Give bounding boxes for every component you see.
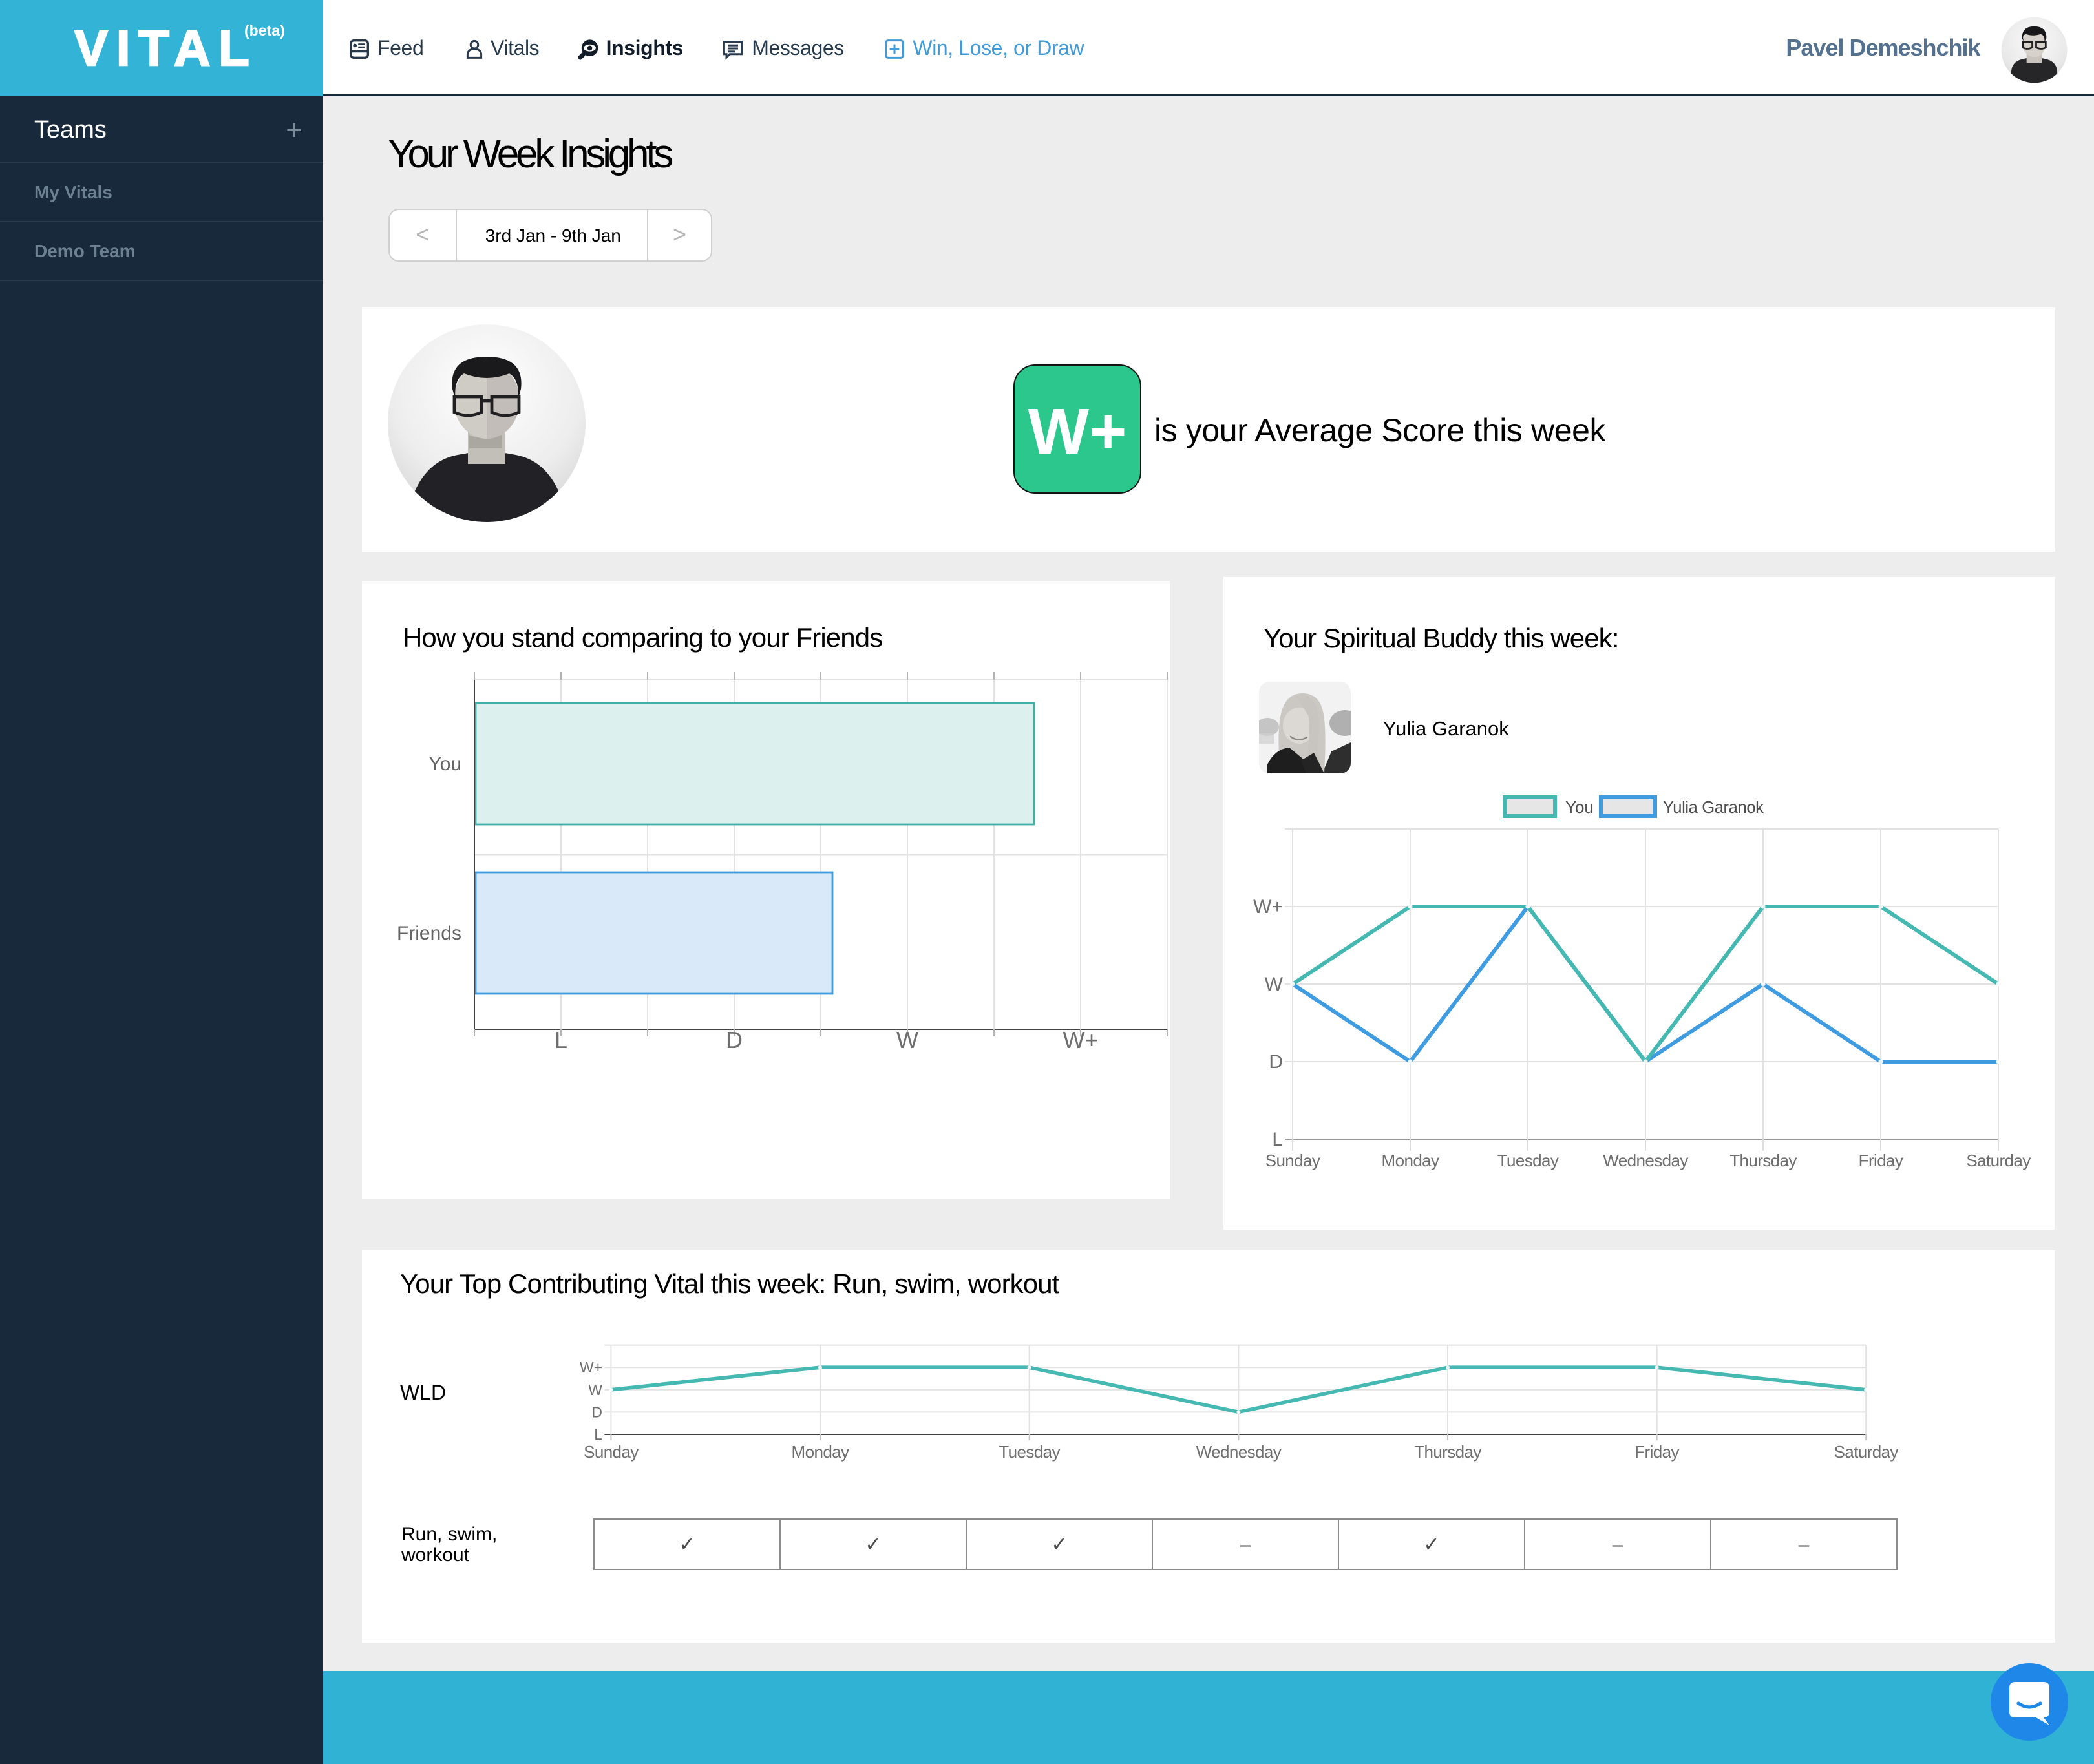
svg-text:✓: ✓: [1423, 1534, 1439, 1555]
svg-text:Thursday: Thursday: [1729, 1151, 1797, 1170]
svg-text:D: D: [1269, 1051, 1283, 1073]
svg-text:D: D: [591, 1403, 602, 1420]
svg-text:Friday: Friday: [1859, 1151, 1903, 1170]
svg-text:Wednesday: Wednesday: [1196, 1442, 1282, 1462]
svg-text:W+: W+: [1253, 896, 1283, 918]
svg-text:You: You: [428, 753, 461, 775]
svg-text:Sunday: Sunday: [584, 1442, 639, 1462]
svg-text:Saturday: Saturday: [1834, 1442, 1899, 1462]
svg-text:Saturday: Saturday: [1966, 1151, 2031, 1170]
svg-text:✓: ✓: [1051, 1534, 1067, 1555]
svg-text:Run, swim,: Run, swim,: [401, 1524, 497, 1545]
svg-text:W+: W+: [580, 1359, 602, 1376]
svg-text:WLD: WLD: [400, 1381, 446, 1404]
svg-text:workout: workout: [401, 1544, 470, 1566]
svg-text:–: –: [1799, 1534, 1810, 1555]
svg-text:L: L: [555, 1027, 567, 1053]
svg-text:Thursday: Thursday: [1414, 1442, 1481, 1462]
svg-text:W: W: [896, 1027, 918, 1053]
svg-text:Your Top Contributing Vital th: Your Top Contributing Vital this week: R…: [400, 1268, 1060, 1299]
svg-text:Tuesday: Tuesday: [1497, 1151, 1559, 1170]
svg-text:W: W: [1265, 974, 1284, 995]
svg-text:Sunday: Sunday: [1265, 1151, 1320, 1170]
svg-text:Friday: Friday: [1634, 1442, 1679, 1462]
svg-text:Your Spiritual Buddy this week: Your Spiritual Buddy this week:: [1264, 623, 1619, 653]
svg-text:✓: ✓: [865, 1534, 881, 1555]
svg-text:W+: W+: [1063, 1027, 1098, 1053]
svg-text:Wednesday: Wednesday: [1603, 1151, 1688, 1170]
svg-text:D: D: [726, 1027, 743, 1053]
svg-text:How you stand comparing to you: How you stand comparing to your Friends: [403, 622, 882, 653]
svg-text:Monday: Monday: [792, 1442, 849, 1462]
svg-text:Monday: Monday: [1382, 1151, 1439, 1170]
svg-text:L: L: [594, 1426, 602, 1443]
svg-text:You: You: [1565, 797, 1594, 817]
svg-text:–: –: [1613, 1534, 1623, 1555]
svg-text:✓: ✓: [679, 1534, 695, 1555]
svg-text:Yulia Garanok: Yulia Garanok: [1663, 799, 1764, 817]
svg-text:Friends: Friends: [397, 923, 461, 944]
svg-text:L: L: [1272, 1129, 1283, 1150]
svg-text:–: –: [1240, 1534, 1251, 1555]
svg-text:Yulia Garanok: Yulia Garanok: [1383, 717, 1509, 740]
svg-text:W: W: [588, 1381, 602, 1398]
svg-text:Tuesday: Tuesday: [999, 1442, 1060, 1462]
